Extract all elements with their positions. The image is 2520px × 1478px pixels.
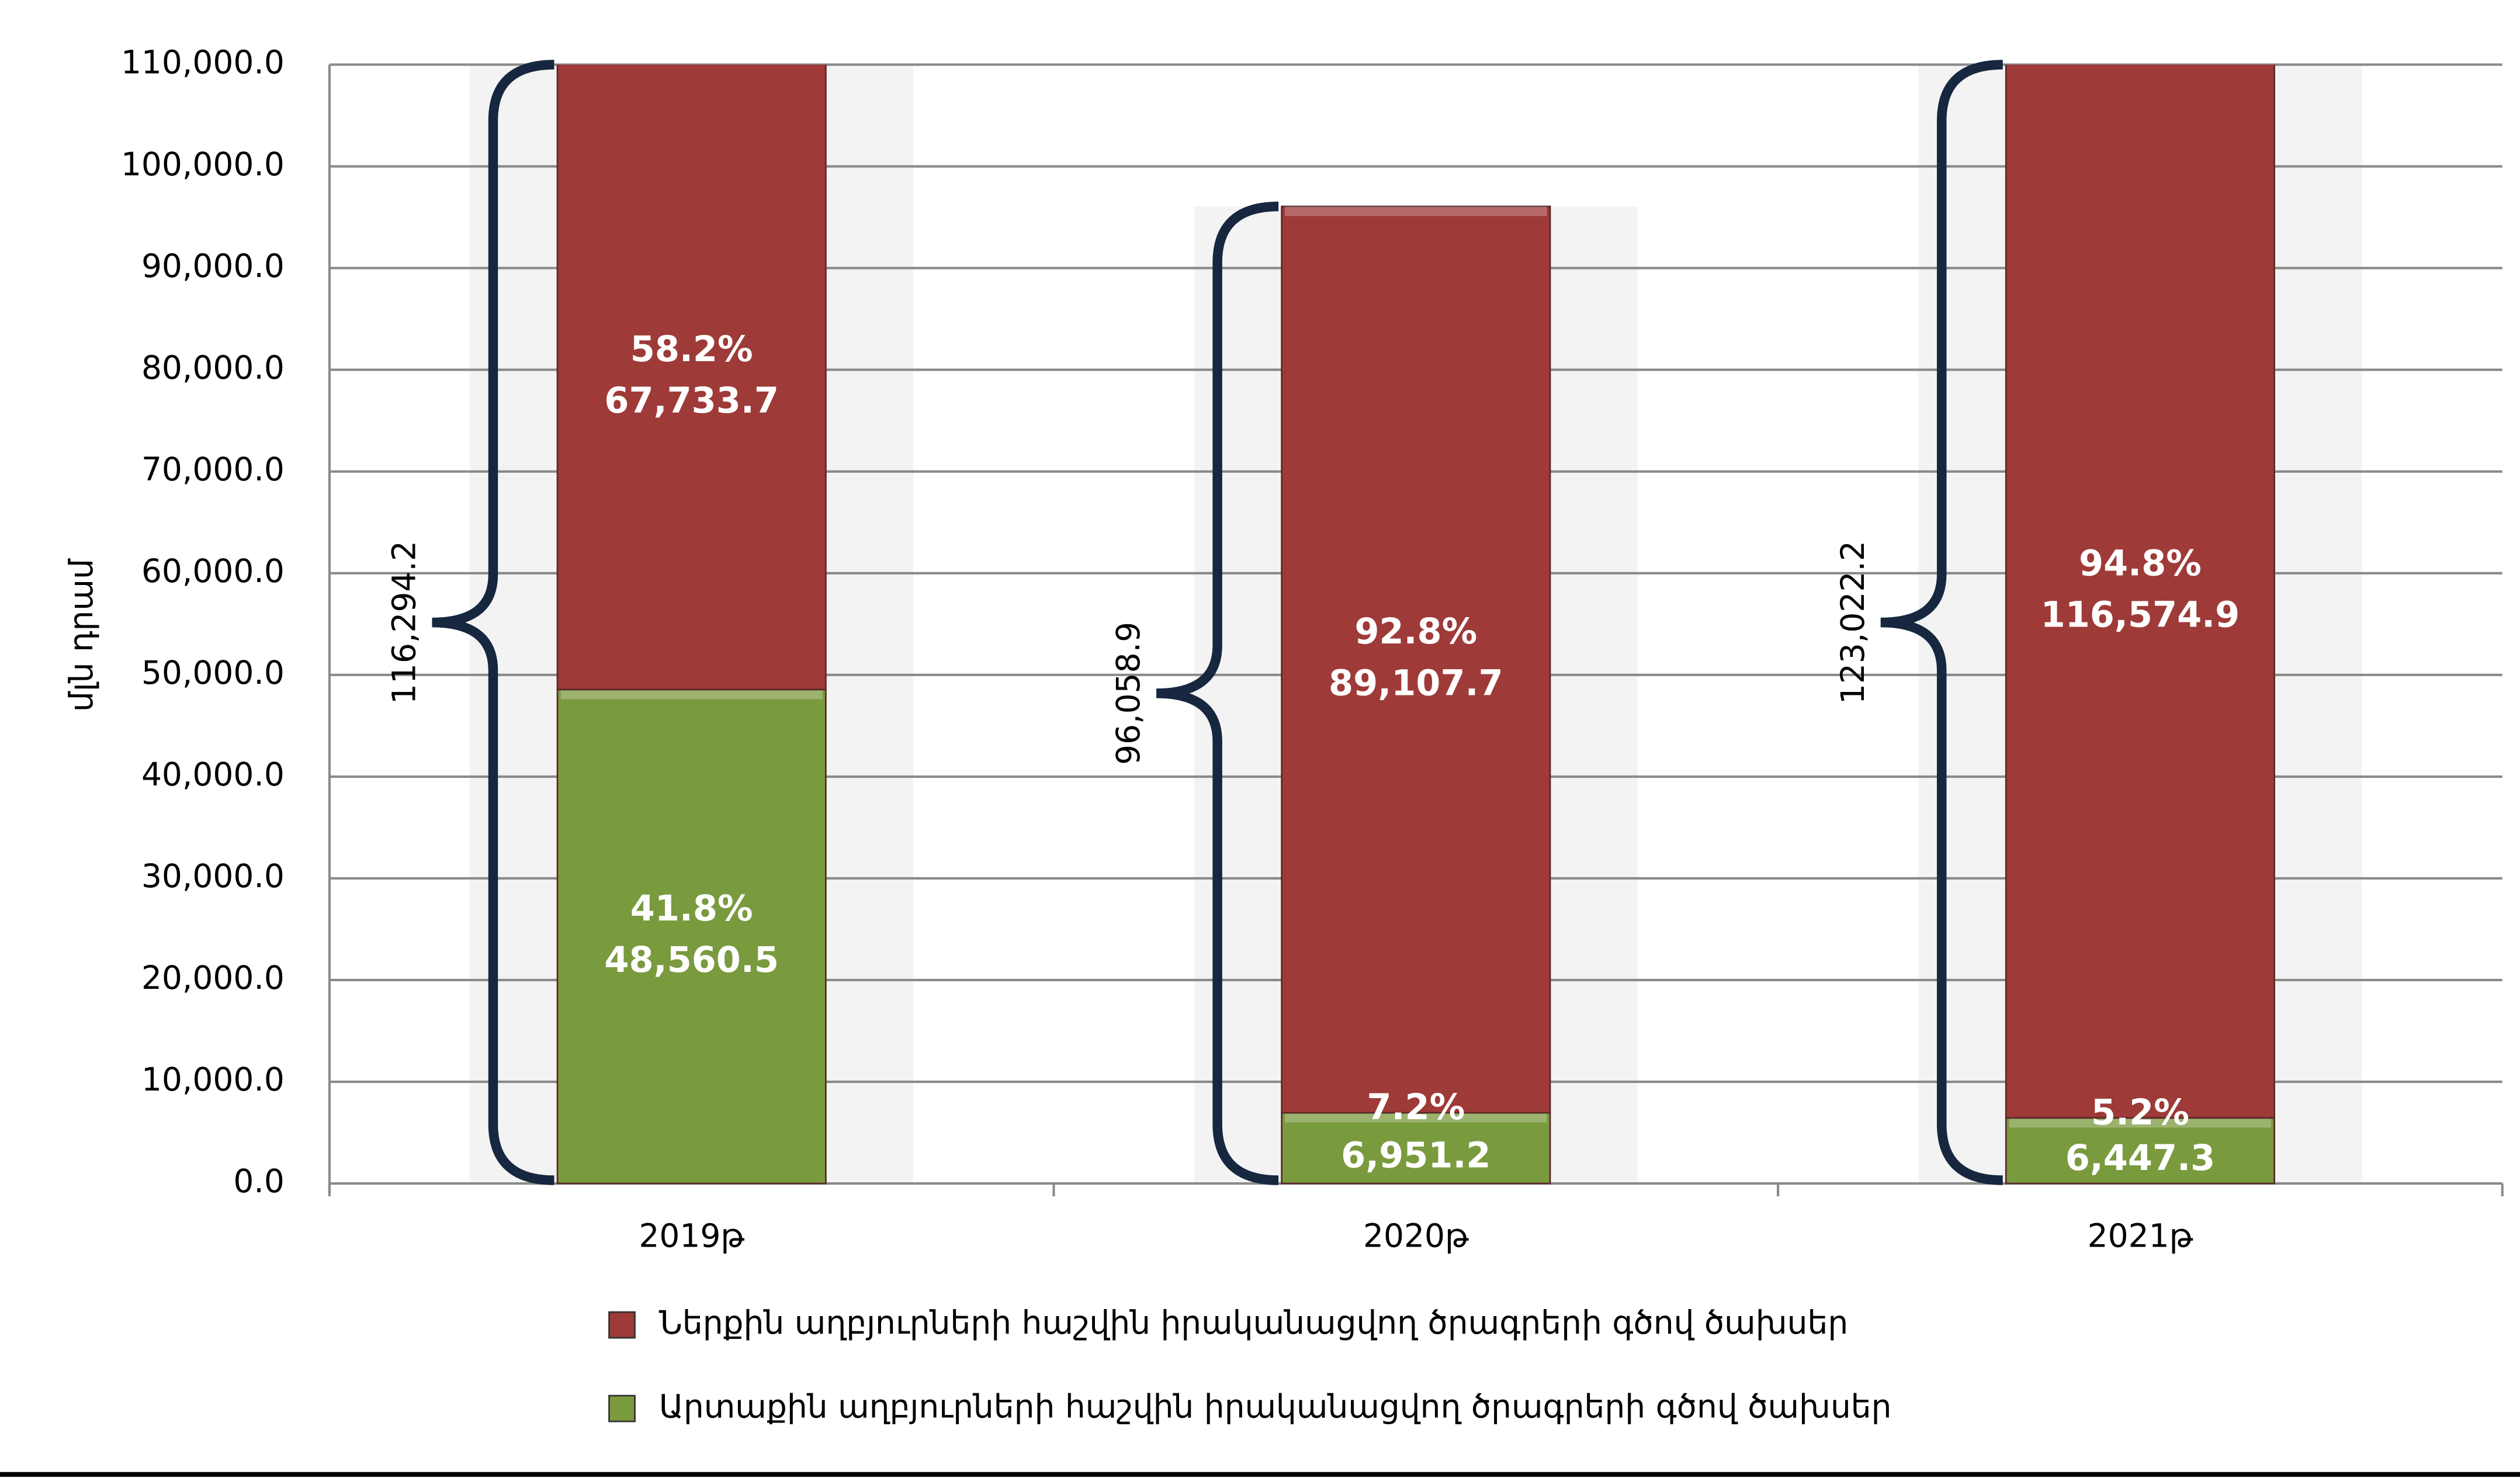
y-tick-label: 80,000.0 bbox=[141, 349, 285, 386]
y-tick-label: 20,000.0 bbox=[141, 959, 285, 996]
x-tick-label: 2020թ bbox=[1363, 1217, 1469, 1255]
legend-label: Ներքին աղբյուրների հաշվին իրականացվող ծր… bbox=[659, 1304, 1848, 1341]
share-label: 7.2% bbox=[1367, 1087, 1465, 1128]
share-label: 94.8% bbox=[2079, 543, 2202, 584]
bar-segment bbox=[1281, 1112, 1551, 1185]
bar-segment bbox=[556, 688, 827, 1185]
total-label: 96,058.9 bbox=[1110, 622, 1147, 765]
value-label: 67,733.7 bbox=[604, 380, 779, 421]
legend-swatch bbox=[608, 1394, 636, 1422]
value-label: 6,951.2 bbox=[1341, 1136, 1490, 1176]
bar-segment bbox=[2005, 64, 2275, 1119]
share-label: 92.8% bbox=[1354, 611, 1477, 652]
total-brace bbox=[1880, 60, 2003, 1185]
bar-highlight bbox=[560, 689, 823, 700]
bars bbox=[556, 64, 2275, 1185]
bar-segment bbox=[2005, 1117, 2275, 1185]
value-label: 89,107.7 bbox=[1329, 663, 1503, 704]
y-tick-label: 70,000.0 bbox=[141, 451, 285, 488]
total-label: 116,294.2 bbox=[386, 541, 423, 704]
total-brace bbox=[1156, 201, 1279, 1185]
x-tick-label: 2021թ bbox=[2088, 1217, 2193, 1255]
value-label: 48,560.5 bbox=[604, 940, 779, 981]
x-tick-label: 2019թ bbox=[639, 1217, 744, 1255]
value-label: 116,574.9 bbox=[2041, 594, 2240, 635]
y-tick-label: 110,000.0 bbox=[121, 44, 285, 81]
y-tick-label: 10,000.0 bbox=[141, 1061, 285, 1098]
value-label: 6,447.3 bbox=[2065, 1138, 2215, 1179]
y-tick-label: 60,000.0 bbox=[141, 552, 285, 590]
y-tick-label: 30,000.0 bbox=[141, 857, 285, 895]
share-label: 41.8% bbox=[630, 888, 753, 929]
bar-segment bbox=[1281, 205, 1551, 1114]
y-tick-label: 0.0 bbox=[233, 1162, 284, 1200]
y-tick-label: 100,000.0 bbox=[121, 146, 285, 183]
bar-segment bbox=[556, 64, 827, 691]
legend-swatch bbox=[608, 1311, 636, 1339]
total-label: 123,022.2 bbox=[1834, 541, 1871, 704]
bar-highlight bbox=[1285, 1113, 1547, 1123]
bar-highlight bbox=[2009, 1117, 2272, 1128]
bar-highlight bbox=[1285, 206, 1547, 216]
y-tick-label: 50,000.0 bbox=[141, 654, 285, 691]
y-axis-label: մլն դրամ bbox=[63, 558, 100, 712]
y-tick-label: 40,000.0 bbox=[141, 756, 285, 793]
share-label: 58.2% bbox=[630, 329, 753, 370]
share-label: 5.2% bbox=[2091, 1092, 2189, 1133]
legend-label: Արտաքին աղբյուրների հաշվին իրականացվող ծ… bbox=[659, 1387, 1892, 1425]
y-tick-label: 90,000.0 bbox=[141, 247, 285, 285]
